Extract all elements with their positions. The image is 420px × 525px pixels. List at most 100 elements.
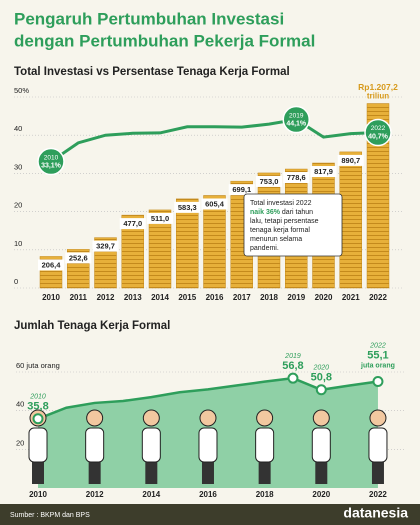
point-year: 2022: [369, 342, 386, 349]
x-tick-label: 2010: [42, 293, 60, 302]
value-label: 477,0: [123, 219, 142, 228]
value-label: 699,1: [232, 185, 251, 194]
chart-tenaga-kerja: 20 40 60 juta orang 2010 2012 2014 2016 2018 202…: [16, 342, 404, 499]
annotation-text: dari tahun: [280, 209, 313, 216]
point-year: 2019: [284, 353, 301, 360]
value-label-bg: [228, 184, 255, 196]
value-label-bg: [256, 175, 282, 187]
value-label: 511,0: [151, 214, 169, 223]
value-label: 778,6: [287, 173, 306, 182]
person-body: [141, 427, 161, 463]
person-head: [199, 409, 217, 427]
value-unit: juta orang: [360, 362, 395, 369]
y-tick-label: 50%: [14, 86, 29, 95]
x-tick-label: 2019: [287, 293, 305, 302]
point: [315, 384, 327, 396]
point-year: 2022: [371, 125, 386, 132]
point-year: 2010: [44, 154, 59, 161]
x-tick-label: 2014: [151, 293, 169, 302]
value-label: 206,4: [42, 260, 62, 269]
point-year: 2020: [313, 365, 330, 372]
person-body: [255, 427, 275, 463]
x-tick-label: 2022: [369, 293, 387, 302]
value-label-bg: [92, 240, 119, 252]
x-tick-label: 2017: [233, 293, 251, 302]
value-label-bg: [119, 218, 146, 230]
x-tick-label: 2011: [70, 293, 88, 302]
x-tick-label: 2016: [199, 490, 217, 499]
person-head: [369, 409, 387, 427]
y-tick-label: 0: [14, 277, 18, 286]
point: [282, 105, 310, 134]
value-unit: triliun: [367, 92, 389, 101]
chart-title: Total Investasi vs Persentase Tenaga Ker…: [14, 66, 290, 78]
y-tick-label: 40: [14, 124, 22, 133]
person-legs: [258, 460, 271, 484]
value-label: 55,1: [367, 349, 388, 361]
annotation-line: naik 36% dari tahun: [250, 209, 313, 216]
title-line: Pengaruh Pertumbuhan Investasi: [14, 9, 284, 28]
chart-investasi: 0 10 20 30 40 50% 2010 2011 2012 2013 2014 2015 2016…: [14, 82, 404, 302]
person-legs: [315, 460, 328, 484]
person-illustration: [85, 409, 105, 484]
person-body: [28, 427, 48, 463]
footer-bar: [0, 504, 420, 525]
bar: [366, 103, 390, 289]
x-tick-label: 2013: [124, 293, 142, 302]
annotation-line: lalu, tetapi persentase: [250, 218, 319, 225]
title-line: dengan Pertumbuhan Pekerja Formal: [14, 31, 315, 50]
x-tick-label: 2020: [315, 293, 333, 302]
bar: [121, 214, 144, 289]
annotation-line: Total investasi 2022: [250, 200, 312, 207]
point: [287, 372, 299, 384]
x-tick-label: 2021: [342, 293, 360, 302]
person-illustration: [255, 409, 275, 484]
person-illustration: [198, 409, 218, 484]
value-label: 56,8: [282, 360, 303, 372]
value-label: 605,4: [205, 199, 225, 208]
value-label: 329,7: [96, 242, 115, 251]
point: [37, 147, 65, 176]
x-tick-label: 2015: [178, 293, 196, 302]
y-tick-label: 10: [14, 239, 22, 248]
value-label: 753,0: [260, 177, 279, 186]
point-year: 2019: [289, 112, 304, 119]
source: Sumber : BKPM dan BPS: [10, 512, 90, 519]
chart-title: Jumlah Tenaga Kerja Formal: [14, 320, 170, 332]
person-legs: [371, 460, 384, 484]
value-label-bg: [310, 166, 337, 178]
bar: [203, 195, 226, 289]
x-tick-label: 2016: [206, 293, 224, 302]
person-legs: [88, 460, 101, 484]
value-label: 817,9: [314, 167, 333, 176]
value-label-bg: [38, 259, 64, 271]
x-tick-label: 2012: [97, 293, 115, 302]
x-tick-label: 2010: [29, 490, 47, 499]
annotation-line: menurun selama: [250, 236, 302, 243]
y-tick-label: 60 juta orang: [16, 361, 60, 370]
value-label-bg: [174, 201, 201, 213]
bar: [148, 209, 172, 289]
value-label-bg: [65, 252, 92, 264]
point: [364, 118, 392, 147]
annotation-line: tenaga kerja formal: [250, 227, 310, 234]
value-label: 50,8: [311, 372, 332, 384]
y-tick-label: 20: [16, 438, 24, 447]
point-year: 2010: [29, 394, 46, 401]
value-label: 35,8: [27, 401, 48, 413]
value-label: 252,6: [69, 253, 88, 262]
person-body: [311, 427, 331, 463]
brand: datanesia: [343, 505, 408, 521]
person-head: [256, 409, 274, 427]
annotation-highlight: naik 36%: [250, 209, 281, 216]
point: [32, 413, 44, 425]
value-label-bg: [147, 212, 173, 224]
x-tick-label: 2020: [312, 490, 330, 499]
x-tick-label: 2014: [142, 490, 160, 499]
value-label-bg: [283, 172, 310, 184]
x-tick-label: 2012: [86, 490, 104, 499]
value-label: 44,1%: [286, 120, 307, 127]
person-head: [142, 409, 160, 427]
person-body: [198, 427, 218, 463]
